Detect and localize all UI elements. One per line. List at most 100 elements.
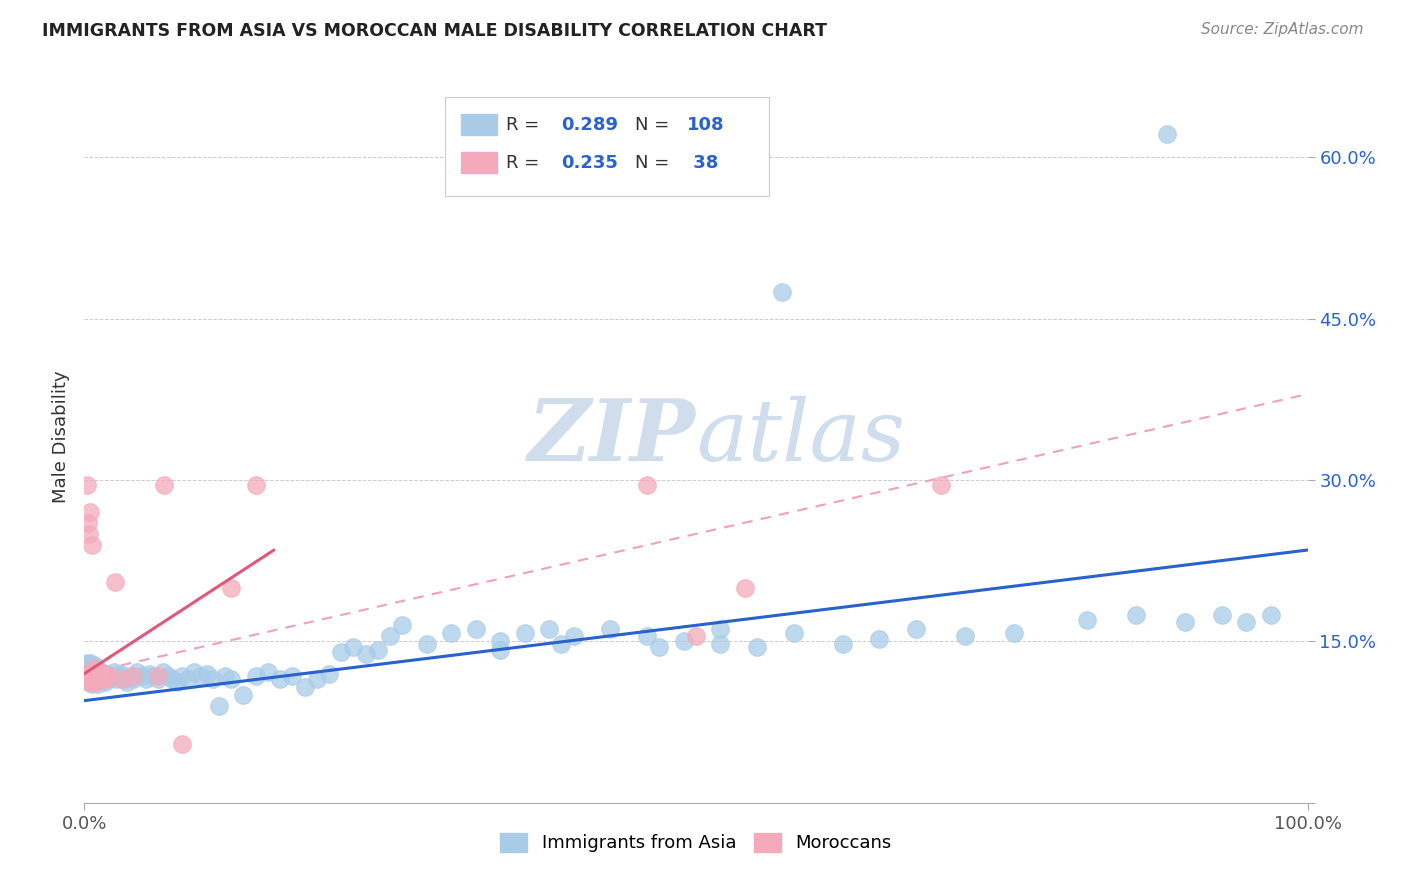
- Point: [79, 661, 101, 675]
- Point: [82, 669, 104, 683]
- Point: [1125, 607, 1147, 622]
- Point: [77, 658, 100, 673]
- Point: [135, 672, 157, 686]
- Text: R =: R =: [506, 116, 546, 134]
- Point: [269, 672, 291, 686]
- Point: [96, 672, 118, 686]
- Point: [96, 666, 118, 681]
- Point: [905, 622, 928, 636]
- Point: [77, 516, 100, 530]
- Point: [80, 666, 103, 681]
- Point: [110, 672, 132, 686]
- Point: [232, 688, 254, 702]
- Point: [84, 665, 107, 679]
- Point: [86, 672, 108, 686]
- Point: [80, 677, 103, 691]
- Text: atlas: atlas: [696, 396, 905, 478]
- Point: [685, 629, 707, 643]
- Text: R =: R =: [506, 153, 546, 172]
- Point: [245, 669, 267, 683]
- Point: [354, 648, 377, 662]
- Point: [112, 672, 135, 686]
- Point: [464, 622, 486, 636]
- Point: [599, 622, 621, 636]
- Legend: Immigrants from Asia, Moroccans: Immigrants from Asia, Moroccans: [494, 826, 898, 860]
- Point: [87, 665, 110, 679]
- Point: [1174, 615, 1197, 629]
- Point: [91, 672, 114, 686]
- Text: ZIP: ZIP: [529, 395, 696, 479]
- Point: [1236, 615, 1258, 629]
- Point: [156, 669, 179, 683]
- Point: [87, 665, 110, 679]
- Point: [172, 737, 194, 751]
- Point: [76, 656, 98, 670]
- Text: N =: N =: [636, 116, 675, 134]
- Point: [391, 618, 413, 632]
- Point: [83, 661, 105, 675]
- Text: 0.289: 0.289: [561, 116, 619, 134]
- Point: [201, 672, 224, 686]
- Point: [305, 672, 328, 686]
- Point: [367, 643, 389, 657]
- Point: [80, 538, 103, 552]
- Point: [416, 637, 439, 651]
- Point: [87, 677, 110, 691]
- Point: [86, 669, 108, 683]
- Point: [87, 672, 110, 686]
- Point: [125, 665, 148, 679]
- Point: [86, 672, 108, 686]
- Point: [162, 672, 184, 686]
- Point: [440, 625, 463, 640]
- Point: [115, 675, 138, 690]
- Point: [76, 669, 98, 683]
- Point: [93, 666, 115, 681]
- Point: [1002, 625, 1025, 640]
- Point: [318, 666, 340, 681]
- FancyBboxPatch shape: [461, 114, 496, 136]
- Point: [80, 672, 103, 686]
- Point: [166, 675, 188, 690]
- Point: [84, 666, 107, 681]
- Y-axis label: Male Disability: Male Disability: [52, 371, 70, 503]
- Point: [953, 629, 976, 643]
- Point: [146, 669, 169, 683]
- Point: [83, 672, 105, 686]
- Point: [84, 675, 107, 690]
- Point: [77, 675, 100, 690]
- Point: [79, 669, 101, 683]
- Point: [219, 672, 242, 686]
- Point: [190, 669, 212, 683]
- Point: [783, 625, 806, 640]
- Point: [342, 640, 364, 654]
- Point: [1076, 613, 1098, 627]
- Point: [747, 640, 769, 654]
- Point: [75, 666, 97, 681]
- Point: [294, 680, 316, 694]
- Text: 108: 108: [688, 116, 725, 134]
- FancyBboxPatch shape: [461, 153, 496, 173]
- Point: [709, 637, 731, 651]
- Point: [83, 672, 105, 686]
- Point: [107, 669, 129, 683]
- Point: [82, 675, 104, 690]
- Point: [94, 675, 117, 690]
- Text: N =: N =: [636, 153, 675, 172]
- Point: [77, 527, 100, 541]
- Point: [709, 622, 731, 636]
- Point: [195, 666, 218, 681]
- Point: [77, 672, 100, 686]
- Point: [77, 672, 100, 686]
- Point: [770, 285, 793, 299]
- Point: [83, 658, 105, 673]
- Point: [89, 669, 111, 683]
- Point: [513, 625, 536, 640]
- Point: [77, 667, 100, 681]
- Point: [79, 505, 101, 519]
- Point: [82, 665, 104, 679]
- Point: [648, 640, 671, 654]
- Point: [734, 581, 756, 595]
- Point: [87, 669, 110, 683]
- Point: [1156, 127, 1178, 141]
- Point: [76, 669, 98, 683]
